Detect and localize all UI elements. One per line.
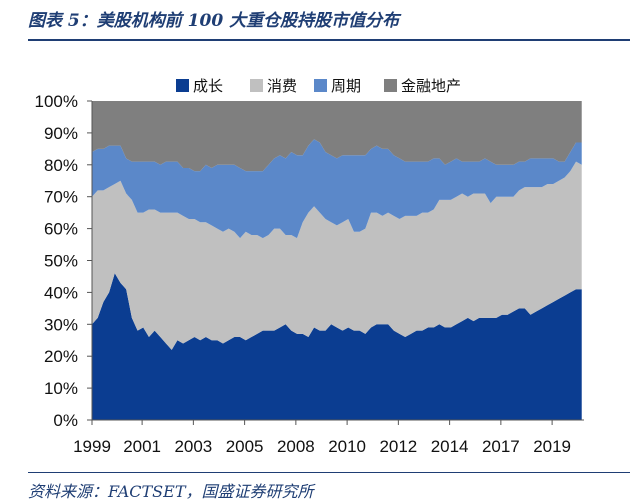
legend-label-finance-realestate: 金融地产	[401, 77, 461, 95]
y-tick-label: 50%	[44, 252, 78, 271]
legend-swatch-finance-realestate	[384, 79, 397, 92]
x-tick-label: 2017	[482, 437, 520, 456]
area-cyclical	[92, 139, 582, 239]
y-tick-label: 100%	[35, 92, 78, 111]
y-tick-label: 30%	[44, 315, 78, 334]
y-tick-label: 70%	[44, 188, 78, 207]
y-tick-label: 60%	[44, 220, 78, 239]
legend-swatch-cyclical	[314, 79, 327, 92]
source-rule	[28, 472, 630, 473]
y-tick-label: 20%	[44, 347, 78, 366]
chart-legend: 成长 消费 周期 金融地产	[176, 77, 461, 95]
x-tick-label: 2012	[379, 437, 417, 456]
area-finance-realestate	[92, 101, 582, 172]
legend-swatch-consumer	[250, 79, 263, 92]
x-tick-label: 1999	[73, 437, 111, 456]
legend-label-consumer: 消费	[267, 77, 297, 95]
title-rule	[28, 39, 630, 41]
x-axis: 1999 2001 2003 2005 2008 2010 2012 2014 2017 2019	[73, 419, 584, 456]
y-axis: 0% 10% 20% 30% 40% 50% 60% 70% 80% 90% 100%	[35, 92, 93, 430]
chart-areas	[92, 101, 582, 420]
x-tick-label: 2014	[431, 437, 469, 456]
x-tick-label: 2001	[123, 437, 161, 456]
figure-title: 图表 5：美股机构前 100 大重仓股持股市值分布	[28, 11, 400, 31]
x-tick-label: 2019	[533, 437, 571, 456]
x-tick-label: 2008	[277, 437, 315, 456]
x-tick-label: 2003	[174, 437, 212, 456]
legend-swatch-growth	[176, 79, 189, 92]
legend-label-cyclical: 周期	[331, 77, 361, 95]
y-tick-label: 40%	[44, 283, 78, 302]
x-tick-label: 2005	[226, 437, 264, 456]
x-tick-label: 2010	[328, 437, 366, 456]
legend-label-growth: 成长	[193, 77, 223, 95]
y-tick-label: 0%	[53, 411, 78, 430]
y-tick-label: 10%	[44, 379, 78, 398]
source-note: 资料来源：FACTSET，国盛证券研究所	[28, 482, 314, 501]
y-tick-label: 90%	[44, 124, 78, 143]
area-growth	[92, 273, 582, 420]
y-tick-label: 80%	[44, 156, 78, 175]
area-consumer	[92, 161, 582, 350]
